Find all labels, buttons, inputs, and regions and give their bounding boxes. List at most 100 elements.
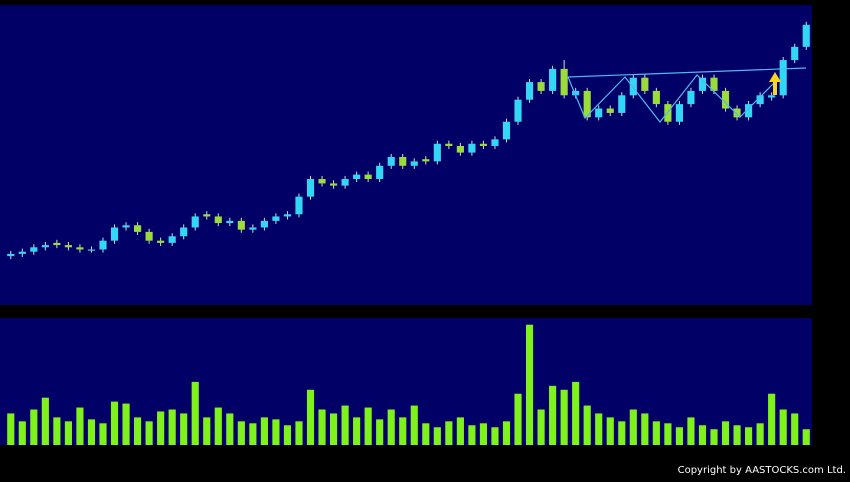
candle-body	[433, 143, 441, 162]
volume-bar	[283, 425, 292, 445]
volume-bar	[641, 413, 649, 445]
volume-bar	[157, 411, 165, 445]
volume-bar	[549, 385, 557, 445]
candle-body	[87, 249, 96, 251]
volume-bar	[433, 427, 441, 445]
candle-body	[479, 143, 488, 146]
volume-bar	[652, 421, 660, 445]
volume-bar	[606, 417, 614, 445]
volume-bar	[745, 427, 753, 445]
candle-body	[698, 77, 707, 91]
volume-bar	[364, 407, 372, 445]
candle-body	[779, 60, 787, 96]
volume-bar	[514, 393, 522, 445]
zigzag-line	[567, 74, 776, 123]
candle-body	[168, 236, 176, 243]
volume-bar	[422, 423, 430, 445]
candle-body	[180, 227, 188, 237]
volume-bar	[260, 417, 268, 445]
candle-body	[710, 77, 718, 91]
candle-body	[687, 90, 695, 105]
candle-body	[53, 242, 61, 246]
volume-bar	[110, 401, 119, 445]
arrow-marker	[769, 72, 781, 95]
volume-bar	[698, 425, 707, 445]
volume-bar	[410, 405, 418, 445]
candle-body	[272, 216, 280, 221]
candle-body	[191, 216, 199, 228]
candle-body	[756, 95, 764, 105]
volume-bar	[710, 429, 718, 445]
volume-bar	[306, 389, 315, 445]
volume-bar	[479, 423, 488, 445]
copyright: Copyright by AASTOCKS.com Ltd.	[678, 465, 846, 476]
candle-body	[99, 240, 107, 250]
volume-bar	[779, 409, 787, 445]
candle-body	[641, 77, 649, 91]
candle-body	[214, 216, 222, 224]
candle-body	[791, 46, 799, 61]
annotations	[567, 67, 807, 123]
volume-bar	[399, 417, 407, 445]
volume-bar	[756, 423, 764, 445]
volume-bar	[445, 421, 453, 445]
candle-body	[260, 220, 268, 228]
candle-body	[491, 139, 499, 146]
candle-body	[629, 77, 637, 96]
candle-body	[422, 159, 430, 162]
candle-body	[583, 90, 591, 118]
candle-body	[134, 225, 142, 232]
candle-body	[745, 104, 753, 118]
candle-body	[387, 156, 395, 166]
candle-body	[18, 251, 26, 254]
volume-bar	[134, 417, 142, 445]
volume-bar	[168, 409, 176, 445]
candle-body	[468, 143, 476, 153]
candle-body	[364, 174, 372, 180]
volume-bar	[791, 413, 799, 445]
candle-body	[76, 247, 84, 250]
volume-bar	[30, 409, 38, 445]
candle-body	[329, 183, 338, 186]
candle-body	[30, 247, 38, 252]
candle-body	[618, 95, 626, 113]
candle-body	[514, 99, 522, 122]
candle-body	[64, 245, 72, 248]
candle-body	[733, 108, 741, 118]
volume-bar	[595, 413, 603, 445]
volume-bar	[387, 409, 395, 445]
volume-bar	[468, 425, 476, 445]
candle-body	[237, 220, 245, 230]
volume-bar	[122, 403, 130, 445]
volume-bar	[353, 417, 361, 445]
candle-body	[376, 165, 384, 180]
volume-bar	[629, 409, 637, 445]
volume-bar	[376, 419, 384, 445]
candle-body	[203, 214, 211, 217]
volume-bar	[145, 421, 153, 445]
candle-body	[295, 196, 303, 215]
volume-bar	[272, 419, 280, 445]
candle-body	[41, 245, 49, 248]
volume-bar	[203, 417, 211, 445]
volume-bar	[560, 389, 568, 445]
candle-body	[399, 156, 407, 166]
candle-body	[7, 253, 15, 257]
volume-bar	[618, 421, 626, 445]
candle-body	[802, 24, 810, 47]
volume-bar	[456, 417, 464, 445]
price-panel	[0, 5, 812, 305]
candle-body	[445, 143, 453, 146]
trend-line	[567, 67, 807, 78]
candle-body	[675, 104, 683, 122]
candle-body	[525, 82, 534, 100]
candle-body	[145, 231, 153, 241]
volume-bar	[64, 421, 72, 445]
candle-body	[502, 121, 511, 140]
volume-bar	[537, 409, 545, 445]
volume-bar	[76, 407, 84, 445]
candle-body	[110, 227, 119, 241]
candle-body	[768, 95, 776, 98]
volume-bar	[664, 423, 672, 445]
